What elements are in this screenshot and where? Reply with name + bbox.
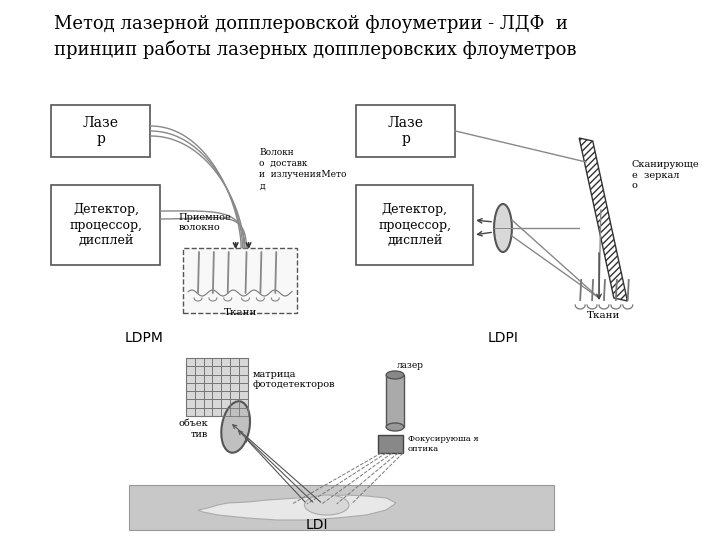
Bar — [183, 248, 297, 313]
Text: лазер: лазер — [397, 361, 424, 370]
Bar — [52, 105, 150, 157]
Ellipse shape — [494, 204, 512, 252]
Polygon shape — [198, 495, 396, 520]
Text: LDI: LDI — [305, 518, 328, 532]
Bar — [52, 185, 161, 265]
Text: Детектор,
процессор,
дисплей: Детектор, процессор, дисплей — [69, 204, 143, 246]
Text: Приемное
волокно: Приемное волокно — [179, 213, 231, 232]
Text: Волокн
о  доставк
и  излученияМето
д: Волокн о доставк и излученияМето д — [259, 148, 347, 190]
Bar — [356, 105, 456, 157]
Text: принцип работы лазерных допплеровских флоуметров: принцип работы лазерных допплеровских фл… — [55, 40, 577, 59]
Bar — [356, 185, 473, 265]
Text: LDPI: LDPI — [487, 331, 518, 345]
Text: Фокусируюша я
оптика: Фокусируюша я оптика — [408, 435, 479, 453]
Ellipse shape — [386, 371, 404, 379]
Text: LDPM: LDPM — [124, 331, 163, 345]
Text: Лазе
р: Лазе р — [83, 116, 119, 146]
Bar — [378, 435, 403, 453]
Text: Детектор,
процессор,
дисплей: Детектор, процессор, дисплей — [378, 204, 451, 246]
Bar — [129, 485, 554, 530]
Ellipse shape — [386, 423, 404, 431]
Ellipse shape — [221, 401, 250, 453]
Text: Ткани: Ткани — [588, 310, 621, 320]
Text: Лазе
р: Лазе р — [388, 116, 424, 146]
Text: объек
тив: объек тив — [178, 419, 208, 438]
Text: Сканирующе
е  зеркал
о: Сканирующе е зеркал о — [631, 160, 699, 190]
Ellipse shape — [305, 495, 349, 515]
Text: Ткани: Ткани — [223, 308, 257, 317]
Text: Метод лазерной допплеровской флоуметрии - ЛДФ  и: Метод лазерной допплеровской флоуметрии … — [55, 15, 568, 33]
Polygon shape — [386, 375, 404, 427]
Bar — [186, 358, 248, 416]
Text: матрица
фотодетекторов: матрица фотодетекторов — [253, 370, 335, 389]
